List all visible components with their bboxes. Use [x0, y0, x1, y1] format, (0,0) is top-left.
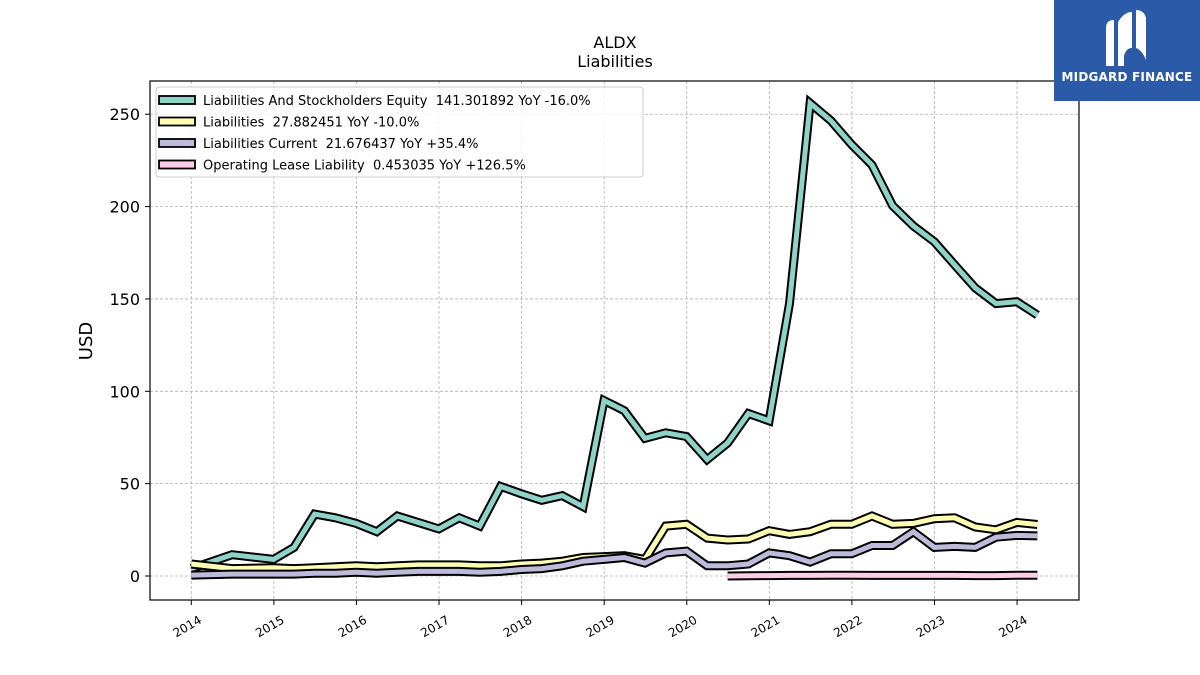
x-tick-label: 2023 [914, 613, 947, 640]
y-tick-label: 100 [109, 382, 140, 401]
x-tick-label: 2021 [749, 613, 782, 640]
plot-frame [149, 80, 1080, 601]
legend: Liabilities And Stockholders Equity 141.… [155, 86, 644, 178]
legend-entry-3: Operating Lease Liability 0.453035 YoY +… [203, 159, 526, 174]
x-tick-label: 2022 [831, 613, 864, 640]
series-lines [189, 94, 1040, 581]
chart-title: ALDX [593, 33, 636, 52]
y-tick-label: 200 [109, 198, 140, 217]
legend-box [155, 86, 644, 178]
legend-swatch-1 [158, 116, 196, 127]
x-tick-label: 2018 [501, 613, 534, 640]
chart-subtitle: Liabilities [577, 52, 653, 71]
legend-swatch-3 [158, 159, 196, 170]
brand-logo: MIDGARD FINANCE [1054, 0, 1200, 101]
legend-swatch-0 [158, 95, 196, 105]
x-tick-label: 2014 [171, 613, 204, 640]
x-tick-label: 2017 [418, 613, 451, 640]
x-tick-label: 2016 [336, 613, 369, 640]
y-tick-label: 250 [109, 105, 140, 124]
series-line-3 [727, 572, 1038, 579]
x-tick-label: 2020 [666, 613, 699, 640]
y-tick-label: 150 [109, 290, 140, 309]
legend-entry-1: Liabilities 27.882451 YoY -10.0% [203, 116, 419, 131]
x-tick-label: 2024 [996, 613, 1029, 640]
y-axis-label: USD [76, 322, 97, 360]
brand-mark-icon [1106, 10, 1146, 66]
legend-entry-0: Liabilities And Stockholders Equity 141.… [203, 94, 591, 109]
series-line-2 [191, 528, 1038, 578]
brand-name: MIDGARD FINANCE [1061, 70, 1193, 84]
legend-entry-2: Liabilities Current 21.676437 YoY +35.4% [203, 137, 478, 152]
x-tick-label: 2015 [253, 613, 286, 640]
series-line-0 [190, 98, 1039, 571]
y-tick-label: 50 [120, 475, 140, 494]
y-tick-label: 0 [130, 567, 140, 586]
legend-swatch-2 [158, 138, 196, 148]
x-tick-label: 2019 [583, 613, 616, 640]
